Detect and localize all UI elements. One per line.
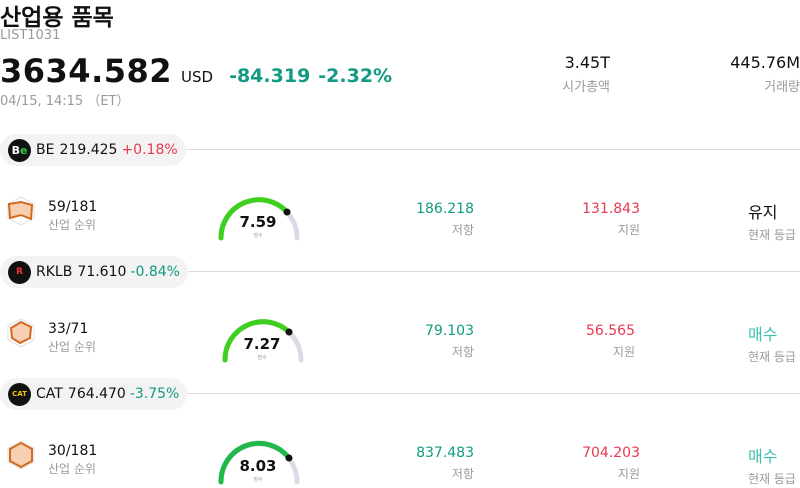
- stock-price: 219.425: [59, 142, 118, 158]
- resistance-label: 저항: [451, 467, 474, 481]
- stock-symbol: CAT: [36, 386, 63, 402]
- resistance-label: 저항: [451, 345, 474, 359]
- cat-logo-icon: CAT: [8, 382, 31, 406]
- score-gauge: 7.27 점수: [218, 314, 308, 364]
- support: 704.203 지원: [582, 445, 640, 482]
- grade-value: 유지: [748, 203, 778, 222]
- page-title: 산업용 품목: [0, 5, 114, 31]
- resistance: 186.218 저항: [416, 201, 474, 238]
- score-value: 7.59: [239, 213, 277, 231]
- score-value: 8.03: [239, 457, 277, 475]
- score-gauge-arc-icon: [218, 197, 300, 241]
- industry-rank: 33/71 산업 순위: [48, 321, 96, 355]
- grade-value: 매수: [748, 325, 778, 344]
- score-gauge-arc-icon: [222, 319, 304, 363]
- support-value: 56.565: [586, 323, 635, 339]
- stock-symbol: RKLB: [36, 264, 73, 280]
- current-grade: 매수 현재 등급: [748, 443, 796, 487]
- timestamp: 04/15, 14:15 （ET）: [0, 94, 130, 109]
- stock-change-pct: -3.75%: [129, 386, 180, 402]
- industry-rank: 30/181 산업 순위: [48, 443, 97, 477]
- resistance: 837.483 저항: [416, 445, 474, 482]
- stock-change-pct: -0.84%: [130, 264, 180, 280]
- market-cap-stat: 3.45T 시가총액: [562, 53, 610, 95]
- support: 56.565 지원: [586, 323, 635, 360]
- score-gauge: 8.03 점수: [214, 436, 304, 486]
- support-value: 131.843: [582, 201, 640, 217]
- volume-stat: 445.76M 거래량: [730, 53, 800, 95]
- divider: [180, 149, 800, 150]
- industry-radar-icon: [7, 196, 35, 226]
- price-change-pct: -2.32%: [318, 65, 393, 87]
- stock-change-pct: +0.18%: [121, 142, 178, 158]
- industry-rank-value: 59/181: [48, 199, 98, 215]
- industry-rank-value: 33/71: [48, 321, 89, 337]
- stock-chip-rklb[interactable]: R RKLB 71.610 -0.84%: [0, 256, 188, 288]
- resistance-value: 186.218: [416, 201, 474, 217]
- industry-rank-label: 산업 순위: [48, 218, 96, 232]
- support: 131.843 지원: [582, 201, 640, 238]
- current-grade: 유지 현재 등급: [748, 199, 796, 243]
- grade-label: 현재 등급: [748, 350, 796, 364]
- stock-section-cat: CAT CAT 764.470 -3.75% 30/181 산업 순위 8.03…: [0, 378, 800, 488]
- divider: [180, 393, 800, 394]
- stock-section-rklb: R RKLB 71.610 -0.84% 33/71 산업 순위 7.27 점수: [0, 256, 800, 378]
- grade-value: 매수: [748, 447, 778, 466]
- grade-label: 현재 등급: [748, 228, 796, 242]
- price-change: -84.319: [229, 65, 311, 87]
- stock-price: 764.470: [67, 386, 126, 402]
- stock-chip-cat[interactable]: CAT CAT 764.470 -3.75%: [0, 378, 188, 410]
- score-label: 점수: [253, 477, 263, 483]
- resistance: 79.103 저항: [425, 323, 474, 360]
- score-label: 점수: [257, 355, 267, 361]
- score-gauge: 7.59 점수: [214, 192, 304, 242]
- volume-value: 445.76M: [730, 53, 800, 72]
- stock-price: 71.610: [77, 264, 127, 280]
- index-price: 3634.582: [0, 52, 173, 90]
- industry-rank-label: 산업 순위: [48, 340, 96, 354]
- resistance-value: 837.483: [416, 445, 474, 461]
- grade-label: 현재 등급: [748, 472, 796, 486]
- score-label: 점수: [253, 233, 263, 239]
- industry-radar-icon: [7, 440, 35, 470]
- resistance-value: 79.103: [425, 323, 474, 339]
- market-cap-value: 3.45T: [564, 53, 610, 72]
- industry-rank-value: 30/181: [48, 443, 98, 459]
- industry-rank-label: 산업 순위: [48, 462, 96, 476]
- current-grade: 매수 현재 등급: [748, 321, 796, 365]
- support-value: 704.203: [582, 445, 640, 461]
- score-value: 7.27: [243, 335, 281, 353]
- market-cap-label: 시가총액: [562, 80, 610, 95]
- stock-symbol: BE: [36, 142, 55, 158]
- support-label: 지원: [617, 467, 640, 481]
- list-code: LIST1031: [0, 28, 61, 43]
- price-row: 3634.582 USD -84.319 -2.32%: [0, 52, 392, 90]
- resistance-label: 저항: [451, 223, 474, 237]
- divider: [180, 271, 800, 272]
- support-label: 지원: [617, 223, 640, 237]
- industry-radar-icon: [7, 318, 35, 348]
- volume-label: 거래량: [764, 80, 800, 95]
- industry-rank: 59/181 산업 순위: [48, 199, 97, 233]
- support-label: 지원: [612, 345, 635, 359]
- rklb-logo-icon: R: [8, 260, 31, 284]
- currency: USD: [181, 68, 214, 86]
- score-gauge-arc-icon: [218, 440, 300, 485]
